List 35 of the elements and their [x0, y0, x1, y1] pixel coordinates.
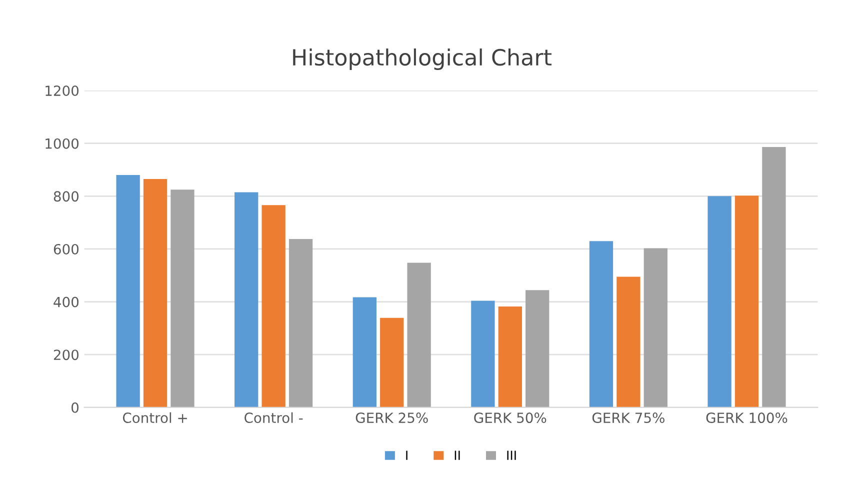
bar [116, 175, 140, 408]
bar [644, 248, 668, 408]
x-tick-label: GERK 75% [592, 412, 664, 424]
bar [234, 192, 258, 408]
bar [143, 179, 168, 408]
bar [471, 300, 495, 408]
legend-label: III [507, 450, 516, 460]
y-tick-label: 1200 [46, 86, 79, 96]
y-tick-label: 400 [54, 296, 79, 308]
legend-label: II [454, 450, 460, 460]
bar [734, 196, 759, 408]
bar [380, 318, 404, 408]
x-tick-label: Control - [244, 412, 303, 424]
bar [407, 262, 431, 408]
y-tick-label: 200 [54, 350, 79, 360]
chart-title: Histopathological Chart [293, 48, 552, 70]
bar [526, 290, 550, 408]
bar [170, 190, 194, 408]
bar [589, 241, 614, 408]
x-tick-label: GERK 100% [706, 412, 788, 424]
y-tick-label: 1000 [46, 138, 79, 149]
x-tick-label: GERK 50% [474, 412, 546, 424]
y-tick-label: 0 [72, 402, 79, 413]
bar [352, 297, 376, 408]
legend-label: I [406, 450, 408, 460]
bar [262, 205, 286, 408]
x-tick-label: GERK 25% [356, 412, 428, 424]
bar [616, 276, 640, 408]
y-tick-label: 600 [54, 244, 79, 254]
bar [288, 238, 313, 408]
x-tick-label: Control + [122, 412, 187, 424]
bar [498, 306, 522, 408]
bar [762, 147, 786, 408]
bar [708, 196, 732, 408]
y-tick-label: 800 [54, 191, 79, 202]
